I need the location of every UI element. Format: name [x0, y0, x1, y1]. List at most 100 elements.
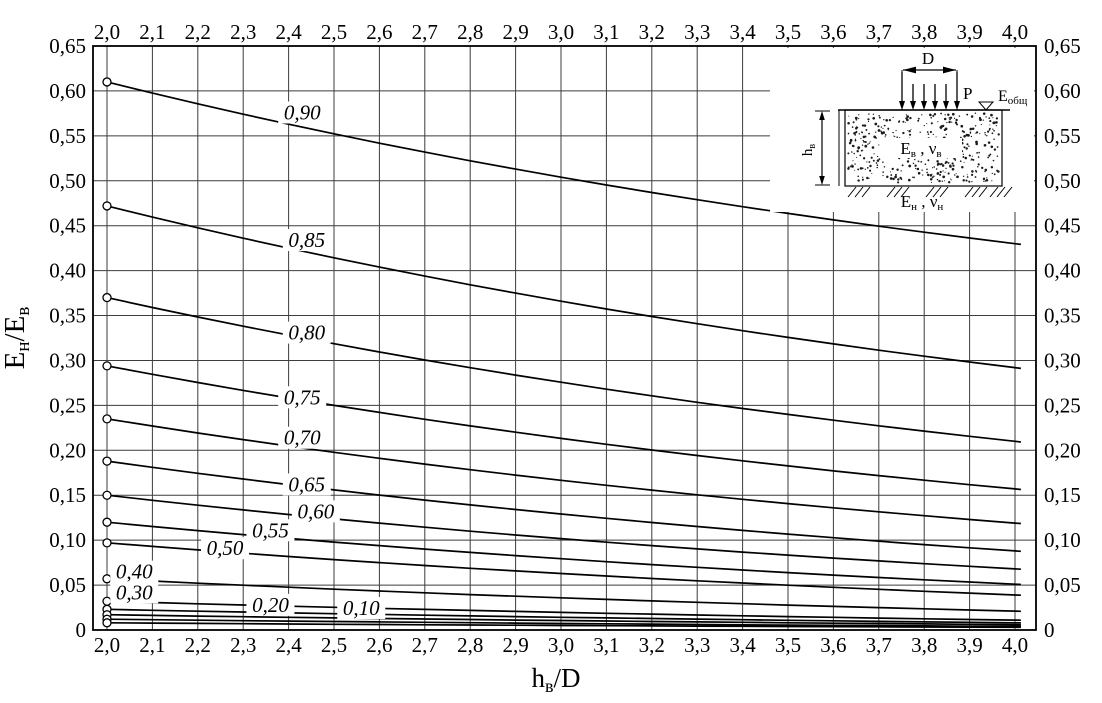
- sand-dot: [986, 177, 988, 179]
- sand-dot: [885, 118, 889, 122]
- y-tick-label-right: 0: [1044, 618, 1055, 642]
- curve-label-mask: [282, 229, 331, 252]
- x-tick-label-bottom: 3,5: [775, 633, 801, 657]
- y-tick-label-left: 0,65: [49, 34, 86, 58]
- sand-dot: [912, 162, 915, 165]
- sand-dot: [861, 144, 864, 146]
- sand-dot: [904, 121, 906, 123]
- sand-dot: [868, 142, 870, 144]
- sand-dot: [966, 176, 969, 178]
- sand-dot: [857, 179, 860, 182]
- sand-dot: [996, 155, 999, 157]
- curve-label: 0,10: [343, 596, 380, 620]
- sand-dot: [892, 177, 895, 181]
- sand-dot: [938, 179, 941, 183]
- sand-dot: [944, 180, 946, 182]
- load-arrow-head: [921, 101, 927, 110]
- sand-dot: [858, 117, 860, 120]
- sand-dot: [862, 135, 866, 139]
- sand-dot: [963, 135, 966, 138]
- sand-dot: [986, 134, 988, 137]
- curve-start-marker: [102, 201, 112, 211]
- sand-dot: [862, 157, 866, 160]
- upper-layer-label-mask: [880, 138, 962, 158]
- curve-0.65: [106, 460, 1021, 553]
- sand-dot: [917, 117, 920, 120]
- load-arrow-head: [943, 101, 949, 110]
- sand-dot: [930, 122, 933, 125]
- sand-dot: [874, 122, 878, 126]
- y-tick-label-right: 0,40: [1044, 259, 1081, 283]
- curve-0.10: [106, 621, 1021, 629]
- sand-dot: [882, 174, 884, 177]
- sand-dot: [984, 134, 986, 136]
- sand-dot: [981, 166, 984, 170]
- sand-dot: [854, 169, 856, 171]
- y-tick-label-left: 0,30: [49, 348, 86, 372]
- sand-dot: [897, 181, 900, 184]
- sand-dot: [905, 114, 908, 116]
- sand-dot: [867, 143, 869, 145]
- sand-dot: [917, 119, 920, 122]
- sand-dot: [984, 168, 988, 172]
- sand-dot: [976, 152, 978, 154]
- y-tick-label-left: 0,20: [49, 438, 86, 462]
- y-tick-label-left: 0: [76, 618, 87, 642]
- sand-dot: [933, 112, 937, 116]
- sand-dot: [926, 168, 928, 171]
- inset-diagram: D P Eобщ hв Eв , νв Eн , νн: [770, 48, 1034, 213]
- sand-dot: [935, 168, 938, 170]
- sand-dot: [940, 112, 942, 115]
- sand-dot: [987, 130, 990, 133]
- layer-thickness-label: hв: [800, 144, 818, 157]
- sand-dot: [931, 167, 934, 169]
- x-tick-label-bottom: 3,7: [866, 633, 892, 657]
- hatch-stroke: [978, 186, 988, 198]
- sand-dot: [949, 116, 953, 119]
- curves: [106, 81, 1022, 629]
- y-tick-label-left: 0,05: [49, 573, 86, 597]
- x-tick-label-top: 3,5: [775, 20, 801, 44]
- x-tick-label-top: 2,2: [185, 20, 211, 44]
- x-tick-label-top: 3,0: [548, 20, 574, 44]
- sand-dot: [849, 140, 852, 143]
- sand-dot: [853, 152, 855, 155]
- load-arrow-head: [899, 101, 905, 110]
- curve-0.70: [106, 418, 1021, 525]
- sand-dot: [936, 163, 939, 166]
- curve-0.60: [106, 494, 1021, 571]
- sand-dot: [944, 162, 947, 165]
- y-tick-label-left: 0,35: [49, 304, 86, 328]
- sand-dot: [884, 136, 886, 138]
- y-tick-label-left: 0,40: [49, 259, 86, 283]
- sand-dot: [953, 117, 956, 119]
- curve-label-mask: [282, 473, 331, 496]
- sand-dot: [857, 168, 860, 171]
- sand-dot: [939, 173, 942, 176]
- sand-dot: [942, 175, 946, 179]
- sand-dot: [854, 139, 857, 142]
- curve-label-mask: [246, 593, 295, 616]
- sand-dot: [878, 116, 881, 119]
- sand-dot: [983, 180, 985, 183]
- load-arrow-head: [932, 101, 938, 110]
- curve-start-marker: [102, 538, 112, 548]
- thickness-arrowhead-bottom: [819, 176, 825, 185]
- sand-dot: [966, 143, 969, 146]
- curve-start-marker: [102, 77, 112, 87]
- sand-dot: [946, 121, 948, 124]
- sand-dot: [962, 179, 965, 182]
- sand-dot: [922, 174, 924, 176]
- sand-dot: [877, 125, 880, 128]
- x-tick-label-top: 2,4: [275, 20, 302, 44]
- sand-dot: [941, 180, 944, 182]
- sand-dot: [958, 115, 961, 117]
- sand-dot: [951, 162, 954, 165]
- sand-dot: [883, 166, 886, 168]
- sand-dot: [908, 130, 911, 133]
- curve-label-mask: [278, 386, 327, 409]
- sand-dot: [900, 170, 902, 172]
- sand-dot: [939, 170, 942, 174]
- sand-dot: [959, 160, 962, 163]
- x-tick-label-bottom: 2,7: [412, 633, 438, 657]
